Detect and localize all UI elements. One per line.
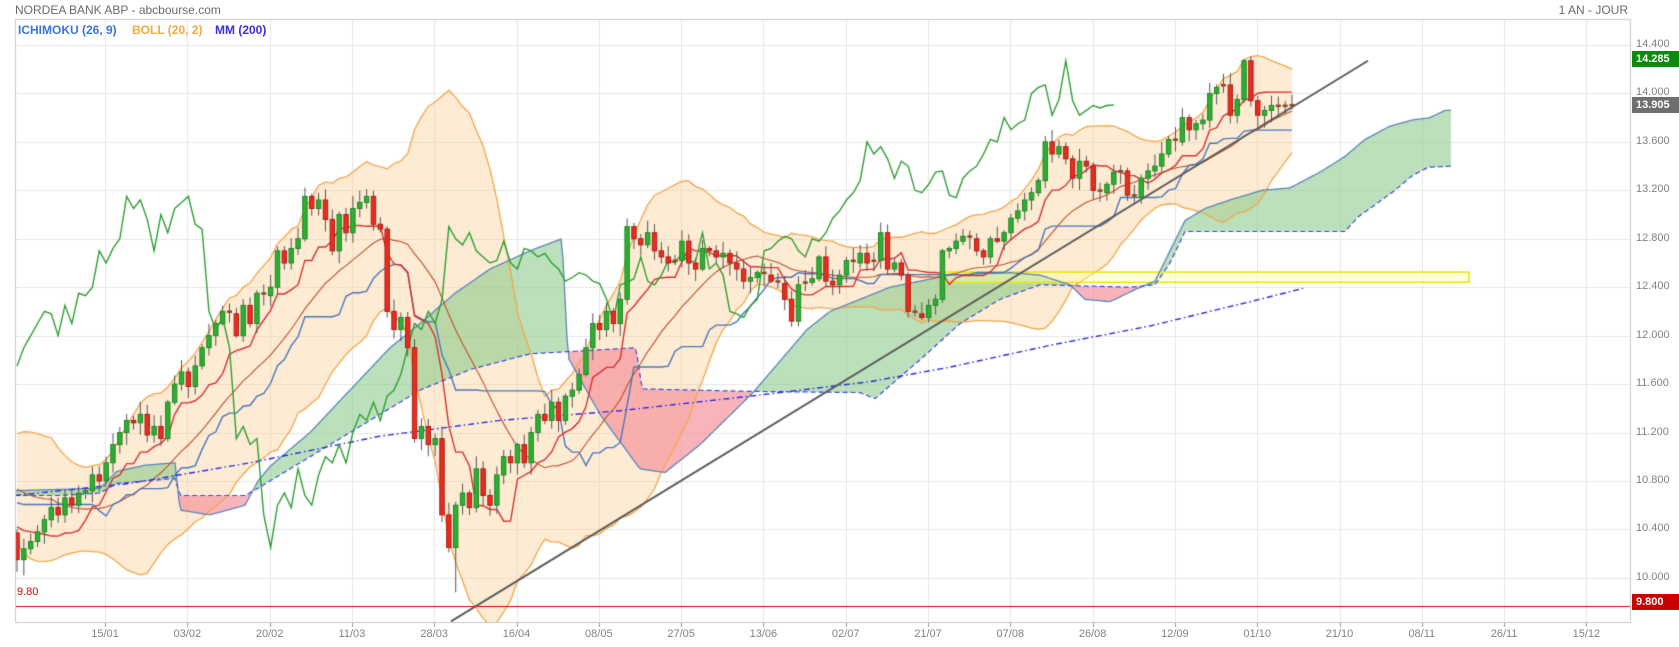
price-badge: 14.285: [1632, 50, 1679, 67]
date-axis-label: 20/02: [255, 628, 284, 640]
price-axis-label: 11.600: [1636, 377, 1669, 390]
date-axis-label: 01/10: [1243, 628, 1271, 640]
price-badge: 9.800: [1632, 594, 1679, 611]
date-axis-label: 08/05: [585, 628, 613, 640]
date-axis-label: 02/07: [831, 628, 860, 640]
date-axis-label: 21/07: [914, 628, 942, 640]
legend-item-ichimoku[interactable]: ICHIMOKU (26, 9): [18, 23, 117, 37]
date-axis-label: 26/11: [1490, 628, 1518, 640]
price-axis-label: 12.400: [1636, 280, 1670, 293]
price-axis-label: 14.000: [1636, 86, 1670, 99]
price-axis-label: 14.400: [1636, 38, 1670, 50]
price-axis-label: 10.400: [1636, 522, 1670, 535]
support-level-label: 9.80: [17, 586, 39, 599]
date-axis-label: 21/10: [1325, 628, 1354, 640]
price-axis-label: 13.600: [1636, 134, 1670, 147]
period-selector-label[interactable]: 1 AN - JOUR: [1558, 3, 1628, 17]
date-axis-label: 07/08: [996, 628, 1025, 640]
legend-item-bollinger[interactable]: BOLL (20, 2): [132, 23, 203, 37]
instrument-title: NORDEA BANK ABP - abcbourse.com: [15, 3, 221, 17]
price-axis-label: 10.800: [1636, 473, 1670, 486]
price-badge: 13.905: [1632, 96, 1679, 113]
date-axis-label: 16/04: [502, 628, 531, 640]
price-axis-label: 11.200: [1636, 425, 1669, 438]
date-axis-label: 26/08: [1078, 628, 1107, 640]
date-axis-label: 13/06: [749, 628, 778, 640]
price-axis-label: 13.200: [1636, 183, 1670, 196]
date-axis-label: 15/12: [1572, 628, 1601, 640]
date-axis-label: 03/02: [173, 628, 202, 640]
date-axis-label: 11/03: [338, 628, 366, 640]
price-axis-label: 10.000: [1636, 570, 1670, 583]
date-axis-label: 28/03: [420, 628, 448, 640]
price-axis-label: 12.800: [1636, 231, 1670, 244]
legend-item-mm200[interactable]: MM (200): [215, 23, 267, 37]
date-axis-label: 12/09: [1161, 628, 1189, 640]
price-axis-label: 12.000: [1636, 328, 1670, 341]
date-axis-label: 27/05: [667, 628, 695, 640]
date-axis-label: 15/01: [91, 628, 119, 640]
date-axis-label: 08/11: [1408, 628, 1436, 640]
